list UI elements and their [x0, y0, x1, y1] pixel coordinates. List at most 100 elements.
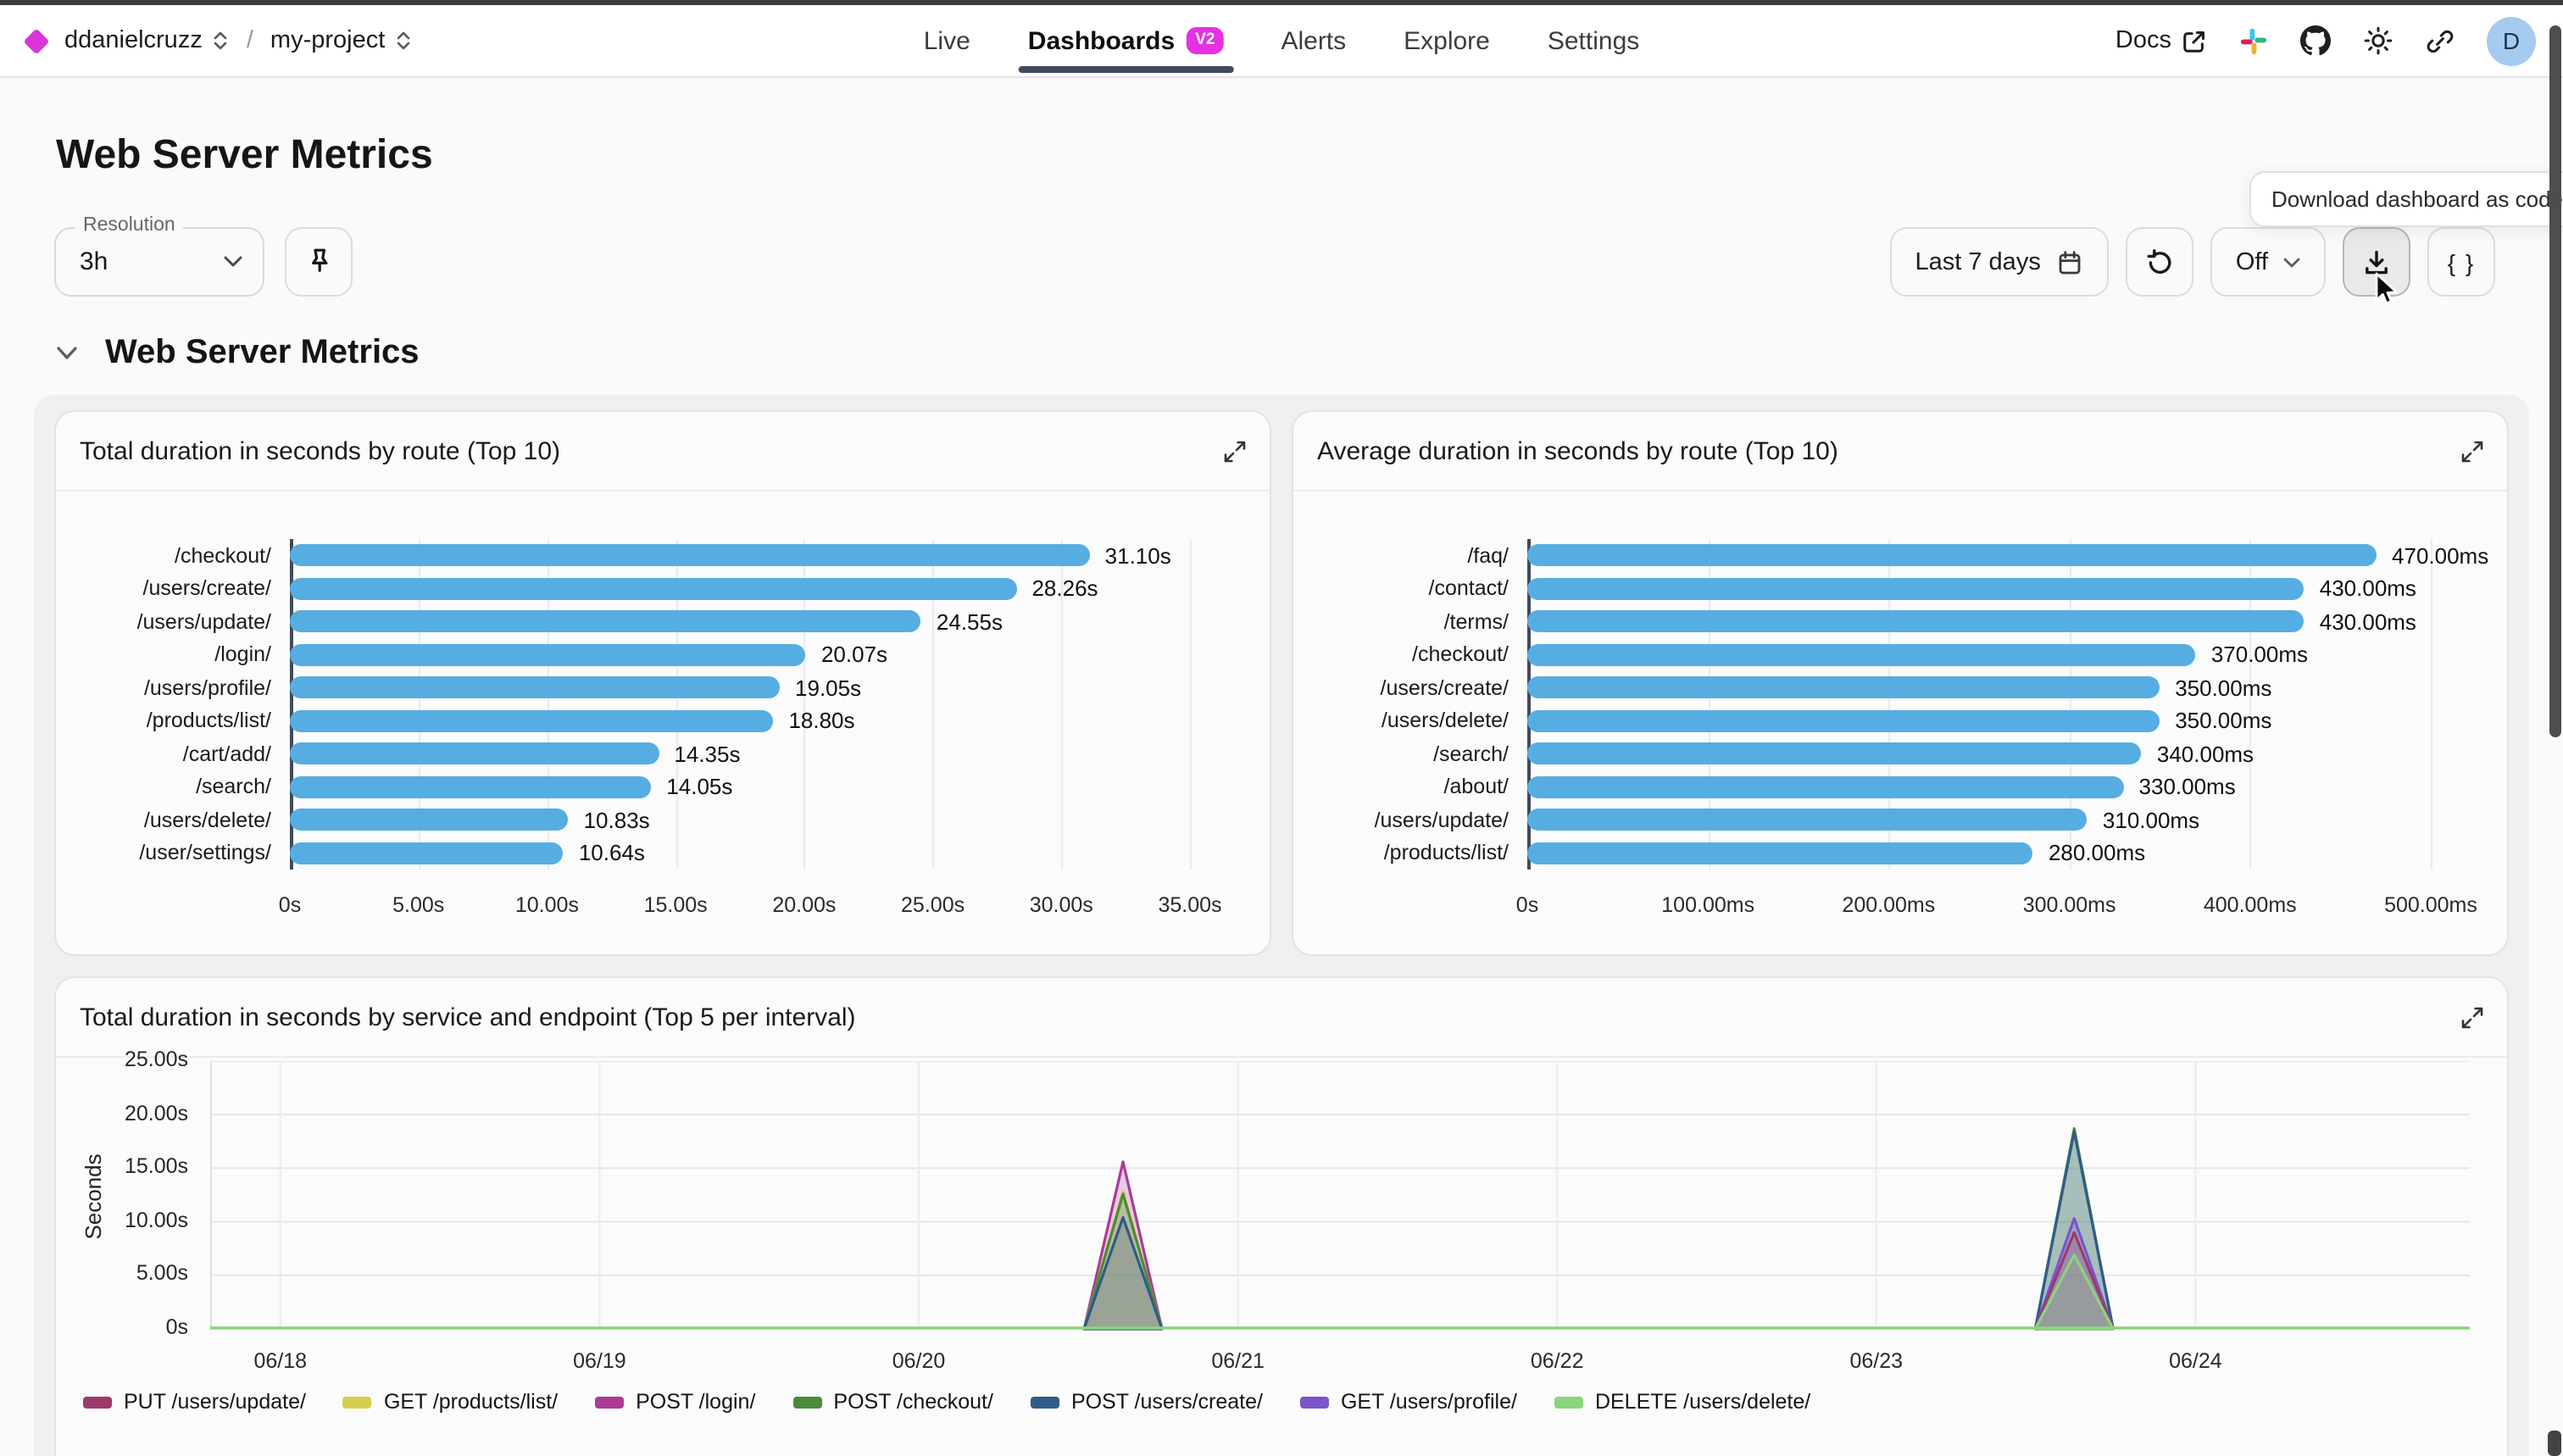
section-header[interactable]: Web Server Metrics: [56, 334, 420, 373]
expand-panel-icon[interactable]: [2461, 440, 2483, 462]
json-braces-button[interactable]: { }: [2427, 227, 2495, 297]
bar-category-label: /user/settings/: [139, 841, 271, 865]
pin-icon: [311, 248, 327, 272]
bar-row[interactable]: /users/delete/350.00ms: [1293, 704, 2507, 737]
bar-row[interactable]: /faq/470.00ms: [1293, 539, 2507, 572]
bar[interactable]: [290, 610, 921, 633]
time-range-button[interactable]: Last 7 days: [1889, 227, 2109, 297]
resolution-label: Resolution: [75, 215, 184, 236]
bar[interactable]: [290, 709, 774, 732]
bar-track: 24.55s: [290, 609, 1190, 635]
bar[interactable]: [1527, 809, 2088, 831]
legend-item[interactable]: POST /checkout/: [792, 1390, 993, 1414]
bar[interactable]: [290, 742, 659, 765]
bar-row[interactable]: /checkout/31.10s: [56, 539, 1270, 572]
scrollbar-corner[interactable]: [2548, 1431, 2561, 1456]
tab-settings[interactable]: Settings: [1548, 5, 1639, 76]
y-axis-tick-label: 0s: [165, 1315, 188, 1339]
bar-category-label: /checkout/: [175, 543, 271, 568]
bar-value-label: 350.00ms: [2175, 708, 2272, 734]
bar[interactable]: [1527, 709, 2160, 732]
bar[interactable]: [1527, 775, 2124, 798]
brand-logo-icon[interactable]: [23, 27, 50, 54]
bar-row[interactable]: /users/create/28.26s: [56, 572, 1270, 605]
legend-item[interactable]: POST /login/: [595, 1390, 755, 1414]
auto-refresh-select[interactable]: Off: [2210, 227, 2326, 297]
bar-row[interactable]: /cart/add/14.35s: [56, 737, 1270, 770]
breadcrumb-separator: /: [246, 27, 253, 54]
bar-track: 28.26s: [290, 575, 1190, 602]
refresh-button[interactable]: [2125, 227, 2193, 297]
bar-row[interactable]: /about/330.00ms: [1293, 770, 2507, 803]
legend-item[interactable]: PUT /users/update/: [83, 1390, 306, 1414]
tab-alerts[interactable]: Alerts: [1281, 5, 1346, 76]
bar-value-label: 14.35s: [674, 741, 741, 767]
bar-row[interactable]: /users/delete/10.83s: [56, 803, 1270, 836]
expand-panel-icon[interactable]: [1224, 440, 1246, 462]
bar-category-label: /search/: [1433, 742, 1509, 766]
resolution-select[interactable]: Resolution 3h: [54, 215, 264, 297]
tab-label: Dashboards: [1027, 26, 1176, 55]
refresh-icon: [2147, 248, 2171, 273]
bar[interactable]: [290, 842, 564, 864]
bar-category-label: /products/list/: [146, 709, 271, 733]
bar[interactable]: [1527, 544, 2377, 567]
org-selector[interactable]: ddanielcruzz: [64, 27, 230, 54]
bar[interactable]: [1527, 842, 2033, 864]
bar[interactable]: [290, 544, 1090, 567]
chart-legend: PUT /users/update/GET /products/list/POS…: [83, 1390, 1810, 1414]
bar[interactable]: [290, 676, 781, 699]
bar[interactable]: [1527, 742, 2142, 765]
legend-item[interactable]: POST /users/create/: [1030, 1390, 1263, 1414]
x-axis-tick-label: 200.00ms: [1842, 893, 1936, 917]
bar-row[interactable]: /products/list/280.00ms: [1293, 836, 2507, 870]
x-axis-tick-label: 30.00s: [1029, 893, 1093, 917]
bar-category-label: /users/profile/: [143, 675, 271, 700]
bar-row[interactable]: /users/profile/19.05s: [56, 671, 1270, 704]
x-axis-tick-label: 06/22: [1530, 1349, 1584, 1373]
share-link-icon[interactable]: [2426, 26, 2455, 55]
bar-value-label: 28.26s: [1031, 575, 1098, 602]
bar-category-label: /login/: [214, 642, 271, 667]
bar-row[interactable]: /search/14.05s: [56, 770, 1270, 803]
theme-sun-icon[interactable]: [2363, 25, 2393, 56]
bar-row[interactable]: /search/340.00ms: [1293, 737, 2507, 770]
bar[interactable]: [1527, 676, 2160, 699]
bar-row[interactable]: /users/create/350.00ms: [1293, 671, 2507, 704]
bar-row[interactable]: /login/20.07s: [56, 638, 1270, 671]
bar[interactable]: [1527, 610, 2304, 633]
user-avatar[interactable]: D: [2487, 16, 2536, 65]
slack-icon[interactable]: [2239, 26, 2268, 55]
github-icon[interactable]: [2300, 25, 2331, 56]
expand-panel-icon[interactable]: [2461, 1006, 2483, 1028]
bar-row[interactable]: /contact/430.00ms: [1293, 572, 2507, 605]
x-axis: 06/18 06/19 06/20 06/21 06/22 06/23 06/24: [210, 1349, 2470, 1376]
legend-swatch: [83, 1396, 112, 1408]
chart-gridlines: [1527, 539, 2432, 870]
bar[interactable]: [1527, 643, 2196, 666]
bar-row[interactable]: /checkout/370.00ms: [1293, 638, 2507, 671]
docs-link[interactable]: Docs: [2115, 27, 2207, 54]
bar[interactable]: [1527, 577, 2304, 600]
x-axis-tick-label: 20.00s: [772, 893, 837, 917]
project-selector[interactable]: my-project: [270, 27, 412, 54]
tab-explore[interactable]: Explore: [1404, 5, 1490, 76]
tab-dashboards[interactable]: Dashboards V2: [1017, 5, 1234, 76]
bar[interactable]: [290, 643, 806, 666]
bar-row[interactable]: /products/list/18.80s: [56, 704, 1270, 737]
legend-item[interactable]: GET /users/profile/: [1299, 1390, 1517, 1414]
collapse-chevron-icon: [57, 347, 77, 359]
bar[interactable]: [290, 809, 569, 831]
legend-item[interactable]: DELETE /users/delete/: [1554, 1390, 1810, 1414]
bar-row[interactable]: /users/update/310.00ms: [1293, 803, 2507, 836]
bar-row[interactable]: /users/update/24.55s: [56, 605, 1270, 638]
area-chart-plot[interactable]: [210, 1061, 2470, 1334]
bar[interactable]: [290, 577, 1017, 600]
bar-row[interactable]: /user/settings/10.64s: [56, 836, 1270, 870]
tab-live[interactable]: Live: [924, 5, 970, 76]
bar-row[interactable]: /terms/430.00ms: [1293, 605, 2507, 638]
pin-button[interactable]: [285, 227, 353, 297]
vertical-scrollbar-thumb[interactable]: [2549, 25, 2561, 737]
legend-item[interactable]: GET /products/list/: [342, 1390, 558, 1414]
bar[interactable]: [290, 775, 652, 798]
